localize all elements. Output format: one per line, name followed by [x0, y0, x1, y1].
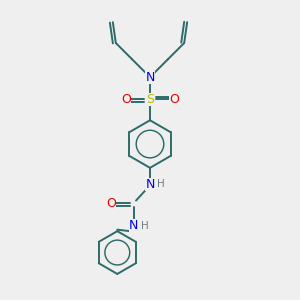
Text: N: N — [145, 71, 155, 84]
Text: H: H — [141, 221, 149, 231]
Text: O: O — [121, 93, 131, 106]
Text: O: O — [169, 93, 179, 106]
Text: N: N — [129, 219, 138, 232]
Text: H: H — [158, 179, 165, 189]
Text: O: O — [106, 197, 116, 210]
Text: S: S — [146, 93, 154, 106]
Text: N: N — [145, 178, 155, 191]
